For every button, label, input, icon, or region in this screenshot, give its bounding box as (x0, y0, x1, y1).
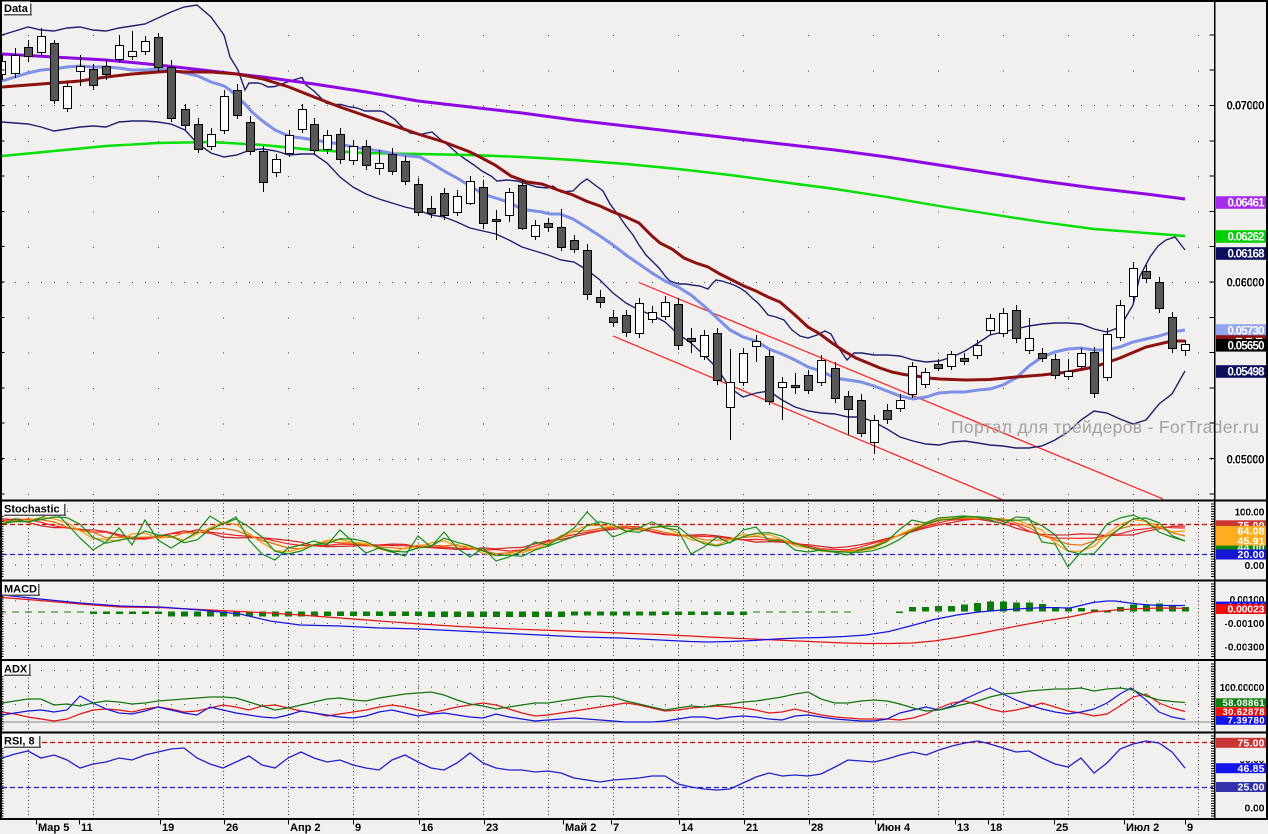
svg-text:28: 28 (811, 822, 823, 834)
svg-text:11: 11 (81, 822, 93, 834)
svg-text:ADX: ADX (4, 664, 28, 676)
svg-text:9: 9 (1187, 822, 1193, 834)
svg-text:9: 9 (355, 822, 361, 834)
svg-text:75.00: 75.00 (1238, 738, 1265, 750)
svg-text:45.91: 45.91 (1238, 535, 1265, 547)
svg-text:13: 13 (957, 822, 969, 834)
svg-text:Июл 2: Июл 2 (1126, 822, 1159, 834)
svg-text:0.06168: 0.06168 (1228, 249, 1266, 261)
svg-text:25: 25 (1056, 822, 1068, 834)
svg-text:0.06000: 0.06000 (1227, 278, 1265, 290)
svg-text:100.00: 100.00 (1235, 506, 1265, 518)
svg-text:20.00: 20.00 (1238, 549, 1265, 561)
svg-text:0.07000: 0.07000 (1227, 101, 1265, 113)
svg-text:0.00: 0.00 (1245, 560, 1265, 572)
svg-text:Data: Data (4, 3, 29, 15)
svg-text:7.39780: 7.39780 (1228, 716, 1265, 727)
svg-text:RSI, 8: RSI, 8 (4, 736, 35, 748)
svg-text:100.00000: 100.00000 (1220, 682, 1265, 694)
svg-text:MACD: MACD (4, 584, 37, 596)
svg-text:14: 14 (681, 822, 694, 834)
svg-text:19: 19 (162, 822, 174, 834)
svg-text:0.05000: 0.05000 (1227, 455, 1265, 467)
svg-text:0.06262: 0.06262 (1228, 232, 1265, 244)
svg-text:Апр 2: Апр 2 (290, 822, 320, 834)
svg-text:23: 23 (486, 822, 498, 834)
svg-text:Май 2: Май 2 (565, 822, 596, 834)
svg-text:18: 18 (990, 822, 1002, 834)
svg-text:0.05730: 0.05730 (1228, 326, 1265, 338)
svg-text:7: 7 (613, 822, 619, 834)
svg-text:26: 26 (226, 822, 238, 834)
svg-text:Stochastic: Stochastic (4, 504, 60, 516)
svg-text:Июн 4: Июн 4 (877, 822, 911, 834)
svg-text:58.08861: 58.08861 (1223, 698, 1266, 709)
svg-text:21: 21 (746, 822, 758, 834)
svg-text:-0.00300: -0.00300 (1225, 642, 1265, 654)
svg-text:0.05650: 0.05650 (1228, 340, 1265, 352)
svg-text:46.85: 46.85 (1238, 763, 1265, 775)
svg-text:64.08: 64.08 (1238, 526, 1265, 538)
svg-text:-0.00100: -0.00100 (1225, 618, 1265, 630)
svg-text:Портал для трейдеров - ForTrad: Портал для трейдеров - ForTrader.ru (951, 417, 1259, 437)
svg-text:25.00: 25.00 (1238, 782, 1265, 794)
svg-text:Мар 5: Мар 5 (38, 822, 69, 834)
svg-text:16: 16 (421, 822, 433, 834)
svg-text:0.05498: 0.05498 (1228, 367, 1266, 379)
svg-text:0.00023: 0.00023 (1228, 604, 1265, 616)
svg-text:0.06461: 0.06461 (1228, 198, 1266, 210)
svg-text:0.00: 0.00 (1245, 803, 1265, 815)
svg-text:30.62878: 30.62878 (1223, 707, 1265, 718)
